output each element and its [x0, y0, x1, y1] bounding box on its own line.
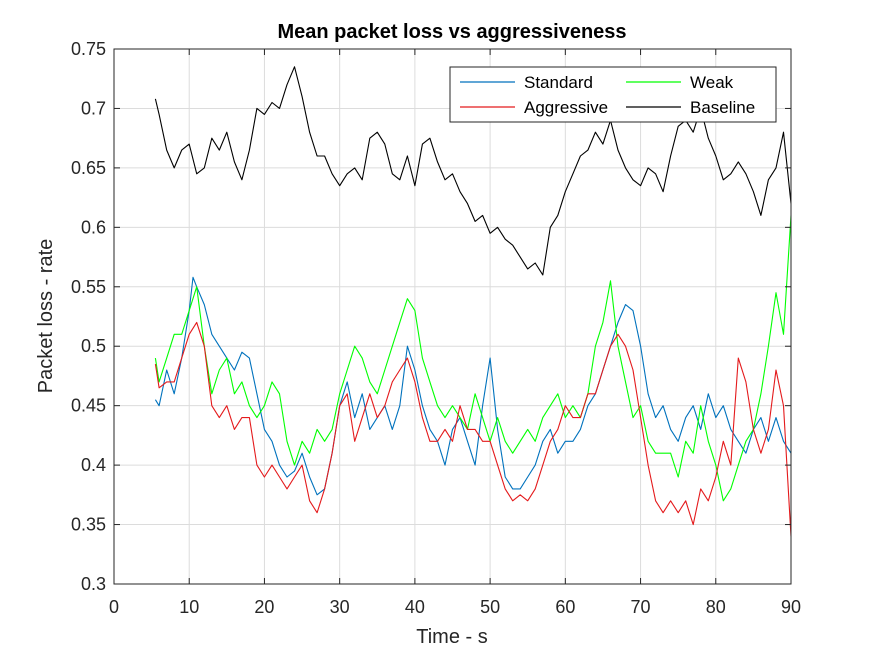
x-axis-label: Time - s [416, 626, 487, 648]
y-tick-label: 0.45 [71, 396, 106, 416]
x-tick-label: 50 [480, 597, 500, 617]
x-tick-label: 30 [330, 597, 350, 617]
y-tick-label: 0.4 [81, 455, 106, 475]
y-tick-label: 0.35 [71, 515, 106, 535]
legend-label-standard: Standard [524, 73, 593, 92]
legend-label-aggressive: Aggressive [524, 98, 608, 117]
y-tick-label: 0.3 [81, 574, 106, 594]
y-tick-label: 0.6 [81, 217, 106, 237]
plot-frame [113, 48, 792, 585]
x-tick-label: 80 [706, 597, 726, 617]
legend-label-weak: Weak [690, 73, 734, 92]
y-tick-label: 0.55 [71, 277, 106, 297]
x-tick-label: 40 [405, 597, 425, 617]
series-line-weak [154, 215, 792, 502]
x-tick-label: 0 [109, 597, 119, 617]
x-tick-label: 60 [555, 597, 575, 617]
legend: Standard Weak Aggressive Baseline [449, 66, 777, 123]
x-tick-label: 20 [254, 597, 274, 617]
chart-title: Mean packet loss vs aggressiveness [277, 21, 626, 43]
x-tick-label: 70 [631, 597, 651, 617]
axis-ticks: 0 10 20 30 40 50 60 70 80 90 0.3 0.35 0.4 0.45 0.5 0.55… [71, 39, 801, 617]
y-tick-label: 0.7 [81, 98, 106, 118]
plot-area [114, 49, 791, 584]
y-tick-label: 0.75 [71, 39, 106, 59]
legend-box [449, 66, 777, 123]
series-line-aggressive [154, 321, 792, 537]
legend-label-baseline: Baseline [690, 98, 755, 117]
y-tick-label: 0.65 [71, 158, 106, 178]
x-tick-label: 10 [179, 597, 199, 617]
x-tick-label: 90 [781, 597, 801, 617]
series-line-standard [154, 276, 792, 496]
y-axis-label: Packet loss - rate [35, 239, 57, 394]
y-tick-label: 0.5 [81, 336, 106, 356]
